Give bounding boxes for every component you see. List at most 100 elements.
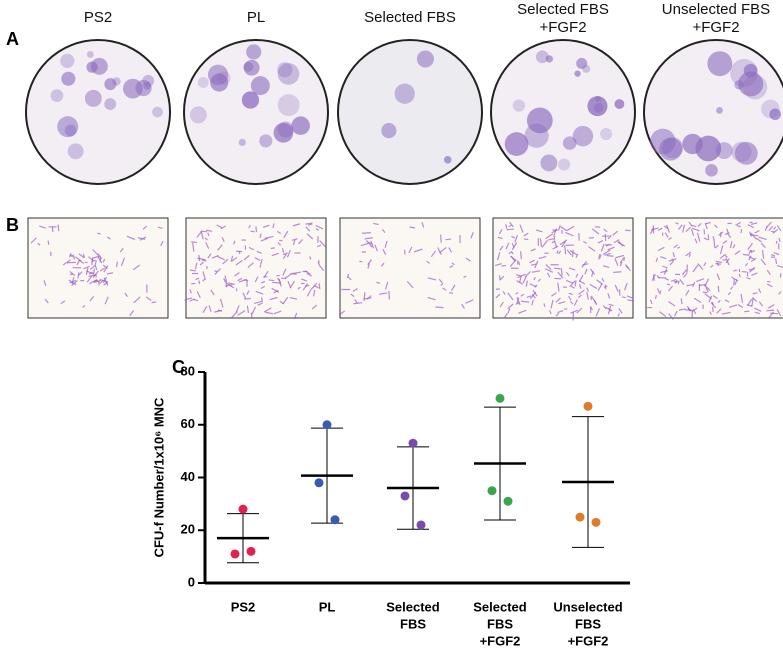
cell: [727, 291, 732, 296]
cell: [649, 299, 653, 304]
cell: [293, 312, 298, 320]
cell: [556, 250, 559, 254]
cell: [581, 260, 587, 268]
cell: [530, 248, 536, 252]
cell: [254, 276, 259, 283]
cell: [260, 285, 265, 289]
cell: [220, 225, 226, 230]
cell: [373, 222, 379, 226]
cell: [291, 238, 298, 241]
colony: [734, 141, 758, 165]
cell: [196, 231, 202, 238]
cell: [607, 293, 611, 299]
cell: [494, 263, 502, 267]
cell: [773, 226, 777, 230]
cell: [537, 278, 542, 282]
cell: [367, 259, 372, 266]
colony: [512, 99, 526, 112]
cell: [545, 268, 554, 273]
cell: [272, 281, 281, 284]
x-tick-label: FBS: [575, 616, 601, 631]
cell: [604, 252, 611, 256]
cell: [548, 238, 554, 241]
cell: [189, 298, 196, 302]
cell: [142, 225, 148, 230]
y-tick-label: 20: [181, 522, 195, 537]
column-header: PS2: [84, 9, 112, 26]
colony: [716, 106, 723, 114]
cell: [598, 254, 601, 260]
cell: [71, 277, 75, 284]
cell: [745, 262, 749, 267]
cell: [668, 313, 674, 320]
cell: [529, 259, 536, 264]
cell: [126, 235, 136, 241]
colony: [707, 51, 733, 77]
cell: [683, 272, 688, 278]
cell: [137, 237, 146, 240]
cell: [160, 240, 164, 247]
cell: [257, 302, 263, 306]
cell: [578, 289, 585, 295]
cell: [577, 294, 583, 299]
cell: [566, 279, 574, 284]
cell: [97, 232, 101, 235]
cell: [767, 303, 775, 309]
cell: [94, 265, 98, 271]
colony: [540, 154, 558, 172]
cell: [531, 299, 534, 306]
cell: [775, 240, 778, 244]
colony: [90, 57, 108, 75]
cell: [200, 230, 208, 233]
colony: [734, 80, 744, 90]
cell: [317, 261, 321, 267]
cell: [301, 278, 308, 282]
cell: [566, 272, 570, 277]
cell: [747, 224, 755, 229]
cell: [499, 275, 505, 281]
cell: [557, 271, 564, 279]
cell: [748, 256, 755, 260]
cell: [764, 225, 768, 232]
cell: [91, 257, 94, 266]
colony: [394, 83, 415, 104]
data-point: [408, 438, 418, 448]
cell: [766, 309, 775, 312]
cell: [495, 293, 501, 299]
cell: [315, 224, 324, 230]
cell: [199, 261, 204, 266]
cell: [586, 291, 589, 300]
cell: [282, 296, 289, 305]
colony: [197, 76, 209, 88]
cell: [103, 265, 109, 273]
cell: [669, 260, 674, 266]
cell: [319, 240, 326, 248]
cell: [470, 232, 474, 239]
cell: [237, 277, 243, 282]
cell: [557, 225, 561, 231]
cell: [507, 303, 514, 310]
colony: [562, 136, 577, 150]
cell: [440, 234, 442, 243]
cell: [534, 284, 538, 288]
cell: [590, 295, 597, 304]
cell: [157, 226, 163, 229]
cell: [235, 259, 243, 266]
cell: [678, 224, 683, 230]
cell: [129, 310, 135, 317]
cell: [103, 277, 108, 285]
cell: [92, 270, 99, 278]
cell: [217, 309, 223, 312]
cell: [43, 280, 47, 287]
cell: [760, 258, 767, 266]
colony: [277, 94, 300, 117]
data-point: [322, 420, 332, 430]
cell: [243, 279, 249, 282]
cell: [570, 285, 575, 289]
cell: [614, 258, 619, 266]
cell: [366, 295, 372, 300]
colony: [582, 64, 591, 73]
cell: [196, 291, 201, 299]
cell: [717, 299, 721, 304]
